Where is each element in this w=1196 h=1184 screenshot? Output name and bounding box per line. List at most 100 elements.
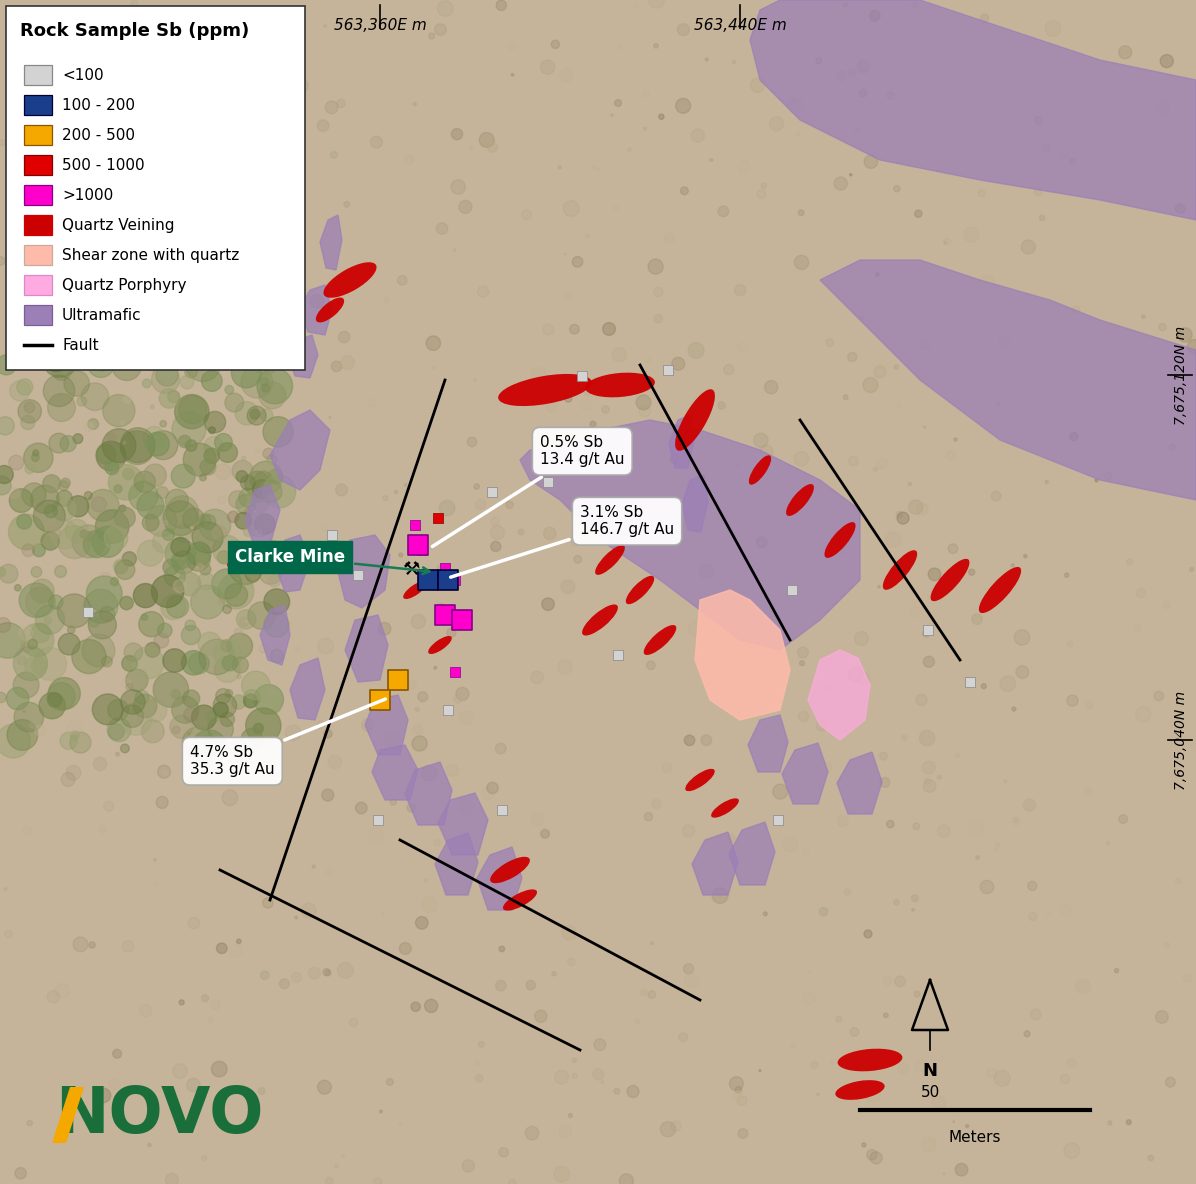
Circle shape xyxy=(1064,1143,1080,1158)
Circle shape xyxy=(255,471,273,489)
Circle shape xyxy=(878,585,880,588)
Circle shape xyxy=(736,463,739,468)
Circle shape xyxy=(184,708,197,721)
Circle shape xyxy=(159,345,171,356)
Circle shape xyxy=(261,971,269,979)
Circle shape xyxy=(179,999,184,1005)
Circle shape xyxy=(948,543,958,554)
Circle shape xyxy=(707,565,720,578)
Circle shape xyxy=(858,673,869,684)
Circle shape xyxy=(0,355,17,375)
Circle shape xyxy=(25,656,47,678)
Polygon shape xyxy=(477,847,521,910)
Circle shape xyxy=(643,91,649,97)
Circle shape xyxy=(954,438,957,442)
Circle shape xyxy=(628,148,631,152)
Circle shape xyxy=(438,1,453,17)
Circle shape xyxy=(31,624,50,643)
Circle shape xyxy=(69,732,91,753)
Circle shape xyxy=(10,380,30,401)
Circle shape xyxy=(864,929,872,938)
Circle shape xyxy=(831,570,835,573)
Circle shape xyxy=(738,161,750,173)
Circle shape xyxy=(195,542,205,551)
Circle shape xyxy=(395,490,397,494)
Circle shape xyxy=(163,559,178,575)
Circle shape xyxy=(115,57,127,69)
Circle shape xyxy=(183,508,205,529)
Circle shape xyxy=(712,888,728,903)
Circle shape xyxy=(379,1111,383,1113)
Ellipse shape xyxy=(316,297,344,322)
Polygon shape xyxy=(372,745,417,800)
Circle shape xyxy=(543,527,556,540)
Circle shape xyxy=(944,238,951,245)
FancyBboxPatch shape xyxy=(6,6,305,371)
Bar xyxy=(24,126,51,144)
Circle shape xyxy=(854,631,868,645)
Circle shape xyxy=(1061,906,1070,915)
Circle shape xyxy=(121,744,129,753)
Circle shape xyxy=(208,716,233,742)
Circle shape xyxy=(140,1004,152,1017)
Circle shape xyxy=(77,110,85,120)
Circle shape xyxy=(89,611,116,639)
Circle shape xyxy=(142,514,159,530)
Circle shape xyxy=(258,382,286,408)
Circle shape xyxy=(317,120,329,131)
Circle shape xyxy=(478,1042,484,1047)
Ellipse shape xyxy=(824,522,855,558)
Circle shape xyxy=(322,789,334,802)
Circle shape xyxy=(99,573,111,584)
Circle shape xyxy=(164,51,178,65)
Circle shape xyxy=(1000,676,1015,691)
Text: Fault: Fault xyxy=(62,337,98,353)
Circle shape xyxy=(438,604,444,611)
Circle shape xyxy=(996,843,1000,847)
Circle shape xyxy=(163,501,197,535)
Circle shape xyxy=(145,643,160,657)
Circle shape xyxy=(190,585,225,619)
Circle shape xyxy=(415,707,420,712)
Circle shape xyxy=(200,564,210,575)
Circle shape xyxy=(84,590,118,623)
Circle shape xyxy=(242,456,245,461)
Circle shape xyxy=(142,379,151,387)
Circle shape xyxy=(1072,305,1080,314)
Circle shape xyxy=(495,980,506,991)
Circle shape xyxy=(836,1016,842,1022)
Circle shape xyxy=(331,361,342,372)
Circle shape xyxy=(822,762,831,773)
Circle shape xyxy=(222,656,238,671)
Circle shape xyxy=(260,645,268,652)
Circle shape xyxy=(969,821,983,835)
Circle shape xyxy=(496,0,506,11)
Circle shape xyxy=(61,772,75,786)
Circle shape xyxy=(908,482,911,485)
Ellipse shape xyxy=(835,1080,885,1100)
Circle shape xyxy=(108,700,129,720)
Circle shape xyxy=(921,341,929,349)
Circle shape xyxy=(84,353,91,359)
Circle shape xyxy=(565,395,572,403)
Circle shape xyxy=(869,1152,883,1164)
Circle shape xyxy=(232,461,254,482)
Point xyxy=(323,526,342,545)
Circle shape xyxy=(115,507,135,528)
Text: 200 - 500: 200 - 500 xyxy=(62,128,135,142)
Circle shape xyxy=(191,704,216,729)
Polygon shape xyxy=(520,420,860,650)
Circle shape xyxy=(324,729,332,738)
Circle shape xyxy=(32,543,45,556)
Circle shape xyxy=(146,432,170,456)
Circle shape xyxy=(114,560,128,573)
Circle shape xyxy=(309,967,321,979)
Circle shape xyxy=(568,1114,573,1118)
Circle shape xyxy=(1142,315,1145,318)
Circle shape xyxy=(681,187,689,194)
Text: 0.5% Sb
13.4 g/t Au: 0.5% Sb 13.4 g/t Au xyxy=(432,435,624,547)
Circle shape xyxy=(1165,942,1170,948)
Circle shape xyxy=(341,278,352,289)
Circle shape xyxy=(920,731,935,746)
Polygon shape xyxy=(260,605,289,665)
